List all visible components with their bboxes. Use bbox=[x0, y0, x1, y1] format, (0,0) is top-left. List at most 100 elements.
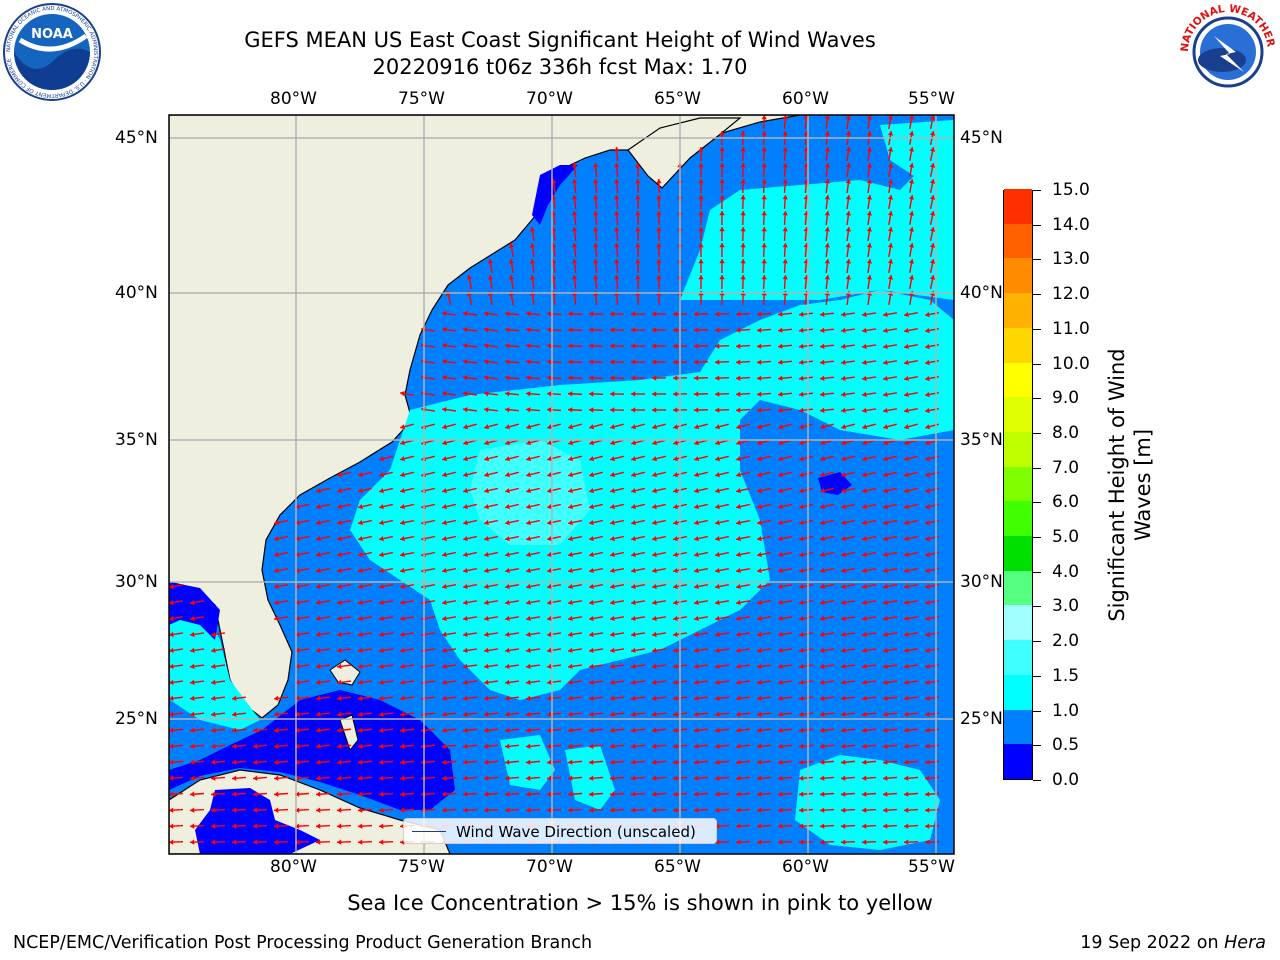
wave-direction-arrow bbox=[798, 727, 814, 733]
wave-direction-arrow bbox=[798, 359, 814, 365]
wave-direction-arrow bbox=[400, 455, 414, 462]
wave-direction-arrow bbox=[399, 807, 415, 813]
wave-direction-arrow bbox=[761, 162, 767, 178]
wave-direction-arrow bbox=[651, 327, 667, 333]
footer-host: Hera bbox=[1224, 933, 1266, 953]
wave-direction-arrow bbox=[252, 823, 268, 829]
wave-direction-arrow bbox=[819, 791, 835, 797]
wave-direction-arrow bbox=[504, 567, 520, 574]
colorbar-tick-label: 1.5 bbox=[1052, 665, 1080, 686]
wave-direction-arrow bbox=[441, 759, 457, 765]
wave-direction-arrow bbox=[589, 519, 603, 526]
wave-direction-arrow bbox=[756, 807, 772, 813]
wave-direction-arrow bbox=[588, 663, 604, 670]
wave-direction-arrow bbox=[273, 695, 289, 702]
wave-direction-arrow bbox=[714, 327, 730, 333]
wave-direction-arrow bbox=[693, 791, 709, 797]
wave-direction-arrow bbox=[841, 423, 855, 430]
wave-direction-arrow bbox=[358, 519, 372, 526]
wave-direction-arrow bbox=[609, 807, 625, 813]
wave-direction-arrow bbox=[694, 455, 708, 462]
colorbar-segment bbox=[1004, 292, 1032, 328]
lon-tick-bottom: 75°W bbox=[398, 857, 445, 877]
wave-direction-arrow bbox=[819, 567, 835, 574]
wave-direction-arrow bbox=[715, 487, 729, 494]
wave-direction-arrow bbox=[588, 567, 604, 574]
wave-direction-arrow bbox=[903, 647, 919, 654]
wave-direction-arrow bbox=[861, 695, 877, 702]
wave-direction-arrow bbox=[698, 274, 704, 290]
wave-direction-arrow bbox=[693, 727, 709, 733]
wave-direction-arrow bbox=[610, 455, 624, 462]
wave-direction-arrow bbox=[525, 407, 541, 413]
wave-direction-arrow bbox=[441, 599, 457, 606]
wave-direction-arrow bbox=[462, 567, 478, 574]
wave-direction-arrow bbox=[714, 343, 730, 349]
wave-direction-arrow bbox=[819, 311, 835, 318]
wave-direction-arrow bbox=[442, 519, 456, 526]
wave-direction-arrow bbox=[778, 519, 792, 526]
wave-direction-arrow bbox=[735, 583, 751, 590]
map-legend: Wind Wave Direction (unscaled) bbox=[403, 818, 717, 844]
wave-direction-arrow bbox=[462, 775, 478, 781]
wave-direction-arrow bbox=[908, 258, 915, 274]
colorbar-segment bbox=[1004, 431, 1032, 467]
wave-direction-arrow bbox=[651, 775, 667, 781]
wave-direction-arrow bbox=[294, 647, 310, 654]
wave-direction-arrow bbox=[315, 567, 331, 574]
wave-direction-arrow bbox=[862, 439, 876, 446]
wave-direction-arrow bbox=[441, 358, 457, 365]
wave-direction-arrow bbox=[693, 375, 709, 381]
wave-direction-arrow bbox=[882, 583, 898, 590]
wave-direction-arrow bbox=[903, 375, 919, 382]
wave-direction-arrow bbox=[316, 487, 330, 494]
wave-direction-arrow bbox=[798, 807, 814, 813]
wave-direction-arrow bbox=[777, 359, 793, 365]
wave-direction-arrow bbox=[651, 759, 667, 765]
wave-direction-arrow bbox=[462, 342, 478, 349]
wave-direction-arrow bbox=[483, 359, 499, 365]
wave-direction-arrow bbox=[609, 759, 625, 765]
wave-direction-arrow bbox=[441, 342, 457, 349]
wave-direction-arrow bbox=[441, 567, 457, 574]
wave-direction-arrow bbox=[735, 839, 751, 845]
wave-direction-arrow bbox=[505, 471, 519, 478]
wave-direction-arrow bbox=[399, 695, 415, 702]
wave-direction-arrow bbox=[463, 487, 477, 494]
wave-direction-arrow bbox=[189, 695, 205, 702]
wave-direction-arrow bbox=[400, 535, 414, 542]
wave-direction-arrow bbox=[546, 807, 562, 813]
wave-direction-arrow bbox=[588, 311, 604, 317]
wave-direction-arrow bbox=[378, 679, 394, 686]
wave-direction-arrow bbox=[483, 743, 499, 749]
wave-direction-arrow bbox=[525, 775, 541, 781]
wave-direction-arrow bbox=[714, 407, 730, 413]
wave-direction-arrow bbox=[169, 695, 184, 702]
wave-direction-arrow bbox=[609, 679, 625, 686]
wave-direction-arrow bbox=[357, 695, 373, 702]
wave-direction-arrow bbox=[798, 631, 814, 638]
colorbar-segment bbox=[1004, 535, 1032, 571]
wave-direction-arrow bbox=[588, 327, 604, 333]
wave-direction-arrow bbox=[462, 599, 478, 606]
wave-direction-arrow bbox=[547, 455, 561, 462]
wave-direction-arrow bbox=[294, 679, 310, 686]
wave-direction-arrow bbox=[882, 391, 898, 398]
wave-direction-arrow bbox=[756, 663, 772, 670]
wave-direction-arrow bbox=[778, 503, 792, 510]
wave-direction-arrow bbox=[719, 226, 725, 242]
wave-direction-arrow bbox=[840, 375, 856, 382]
wave-direction-arrow bbox=[630, 663, 646, 670]
wave-direction-arrow bbox=[631, 455, 645, 462]
colorbar-tick bbox=[1033, 780, 1041, 781]
wave-direction-arrow bbox=[274, 535, 288, 542]
wave-direction-arrow bbox=[656, 258, 662, 274]
wave-direction-arrow bbox=[883, 535, 897, 542]
wave-direction-arrow bbox=[819, 327, 835, 334]
wave-direction-arrow bbox=[656, 194, 662, 210]
wave-direction-arrow bbox=[693, 647, 709, 654]
wave-direction-arrow bbox=[529, 258, 536, 274]
wave-direction-arrow bbox=[567, 375, 583, 381]
wave-direction-arrow bbox=[861, 407, 877, 414]
wave-direction-arrow bbox=[357, 663, 373, 670]
